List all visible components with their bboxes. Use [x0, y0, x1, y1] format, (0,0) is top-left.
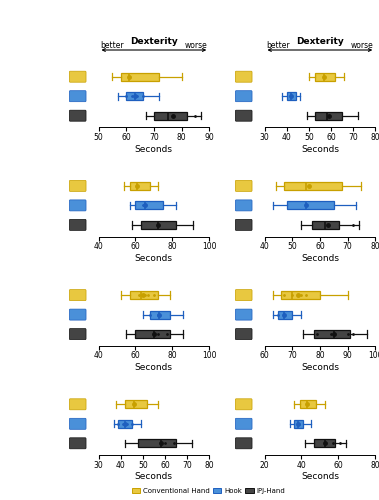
- Bar: [315, 112, 342, 120]
- Bar: [135, 330, 171, 338]
- Text: worse: worse: [351, 40, 373, 50]
- Bar: [130, 291, 158, 299]
- Bar: [278, 310, 292, 318]
- Text: better: better: [100, 40, 124, 50]
- Bar: [312, 221, 339, 229]
- X-axis label: Seconds: Seconds: [135, 472, 173, 482]
- Bar: [126, 92, 143, 100]
- Text: worse: worse: [185, 40, 207, 50]
- X-axis label: Seconds: Seconds: [135, 254, 173, 263]
- X-axis label: Seconds: Seconds: [301, 144, 339, 154]
- Bar: [315, 72, 335, 81]
- X-axis label: Seconds: Seconds: [301, 254, 339, 263]
- Bar: [130, 182, 150, 190]
- Bar: [150, 310, 171, 318]
- X-axis label: Seconds: Seconds: [301, 472, 339, 482]
- X-axis label: Seconds: Seconds: [301, 363, 339, 372]
- Text: Dexterity: Dexterity: [296, 37, 344, 46]
- Bar: [314, 439, 335, 448]
- X-axis label: Seconds: Seconds: [135, 144, 173, 154]
- Bar: [294, 420, 303, 428]
- Text: better: better: [266, 40, 290, 50]
- Bar: [281, 291, 320, 299]
- Bar: [135, 202, 163, 209]
- Bar: [314, 330, 350, 338]
- Bar: [287, 92, 296, 100]
- Bar: [138, 439, 176, 448]
- Bar: [154, 112, 187, 120]
- Bar: [119, 420, 132, 428]
- X-axis label: Seconds: Seconds: [135, 363, 173, 372]
- Bar: [121, 72, 160, 81]
- Bar: [299, 400, 316, 408]
- Bar: [284, 182, 342, 190]
- Legend: Conventional Hand, Hook, IPJ-Hand: Conventional Hand, Hook, IPJ-Hand: [129, 485, 288, 496]
- Bar: [287, 202, 334, 209]
- Bar: [141, 221, 176, 229]
- Bar: [125, 400, 147, 408]
- Text: Dexterity: Dexterity: [130, 37, 178, 46]
